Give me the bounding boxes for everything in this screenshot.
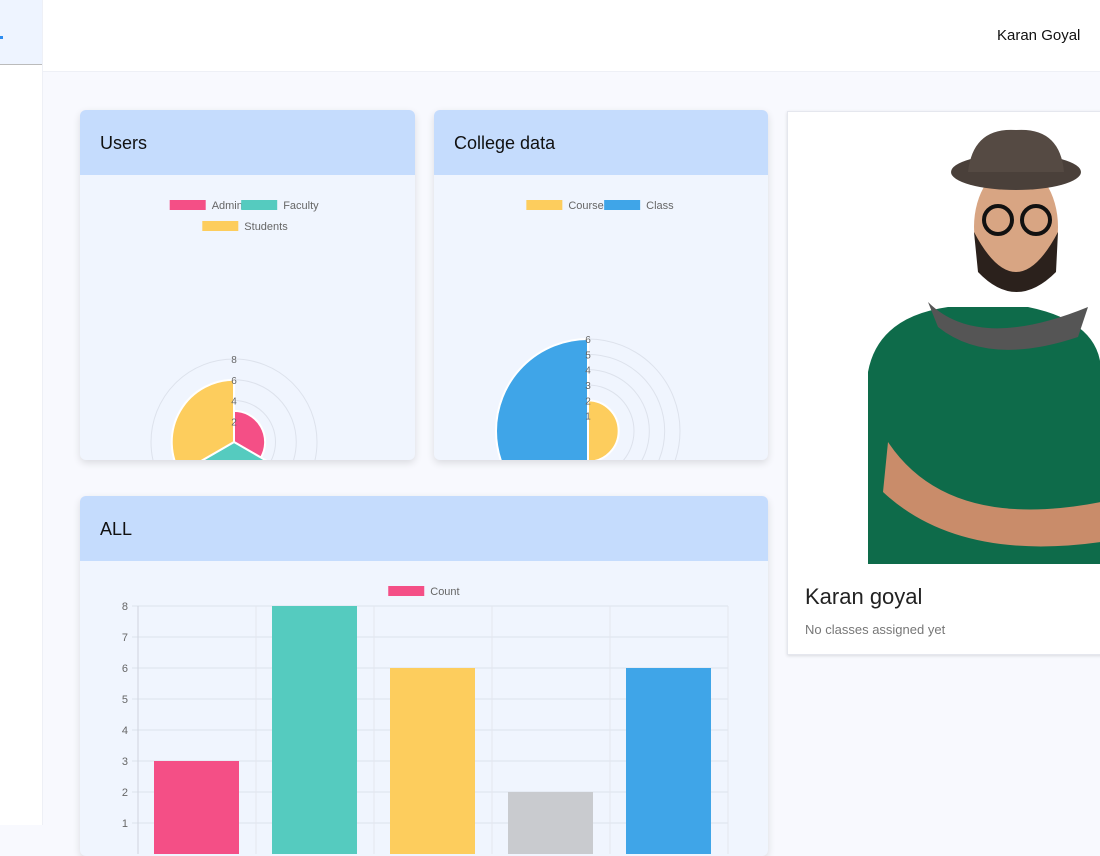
polar-segment-faculty (200, 440, 268, 460)
legend-label: Count (430, 586, 459, 598)
radial-tick-label: 6 (231, 376, 237, 387)
y-tick-label: 3 (122, 756, 128, 768)
top-bar (43, 0, 1100, 72)
sidebar (0, 0, 43, 825)
legend-label: Admin (212, 200, 243, 212)
users-card: Users Admin Faculty Students 2 4 6 8 (80, 110, 415, 460)
profile-subtitle: No classes assigned yet (805, 622, 946, 637)
y-tick-label: 8 (122, 601, 128, 613)
bar (272, 606, 357, 854)
legend-swatch (604, 200, 641, 210)
all-bar-chart: Count 1 2 3 4 5 6 7 8 (122, 586, 729, 854)
legend-label: Course (568, 200, 603, 212)
y-tick-label: 2 (122, 787, 128, 799)
polar-segment-course (587, 399, 620, 460)
bar (626, 668, 711, 854)
card-title: ALL (80, 496, 768, 561)
legend-label: Students (244, 221, 288, 233)
card-title: Users (80, 110, 415, 175)
legend-label: Faculty (283, 200, 319, 212)
bar (508, 792, 593, 854)
legend-swatch (202, 221, 239, 231)
profile-name: Karan goyal (805, 584, 923, 609)
profile-photo (788, 112, 1100, 564)
college-polar-chart: Course Class 1 2 3 4 5 6 (495, 200, 681, 460)
polar-segment-class (495, 337, 589, 460)
radial-tick-label: 4 (585, 366, 591, 377)
college-card: College data Course Class 1 2 3 4 5 6 (434, 110, 768, 460)
radial-tick-label: 4 (231, 397, 237, 408)
radial-tick-label: 2 (585, 396, 591, 407)
all-card: ALL Count 1 2 3 4 5 6 7 8 (80, 496, 768, 856)
legend-swatch (526, 200, 563, 210)
y-tick-label: 7 (122, 632, 128, 644)
user-menu[interactable]: Karan Goyal (997, 27, 1081, 44)
radial-tick-label: 8 (231, 355, 237, 366)
radial-tick-label: 2 (231, 417, 237, 428)
y-tick-label: 5 (122, 694, 128, 706)
bar (154, 761, 239, 854)
radial-tick-label: 5 (585, 350, 591, 361)
legend-swatch (241, 200, 278, 210)
sidebar-indicator (0, 36, 3, 39)
legend-swatch (169, 200, 206, 210)
card-title: College data (434, 110, 768, 175)
y-tick-label: 6 (122, 663, 128, 675)
profile-card: Karan goyal No classes assigned yet (787, 111, 1100, 655)
y-tick-label: 1 (122, 818, 128, 830)
legend-swatch (388, 586, 425, 596)
bar (390, 668, 475, 854)
y-tick-label: 4 (122, 725, 128, 737)
polar-segment-students (170, 378, 235, 460)
radial-tick-label: 1 (585, 412, 591, 423)
legend-label: Class (646, 200, 674, 212)
sidebar-logo-area[interactable] (0, 0, 42, 65)
radial-tick-label: 6 (585, 335, 591, 346)
radial-gridline (150, 358, 318, 460)
radial-tick-label: 3 (585, 381, 591, 392)
users-polar-chart: Admin Faculty Students 2 4 6 8 (150, 200, 319, 460)
